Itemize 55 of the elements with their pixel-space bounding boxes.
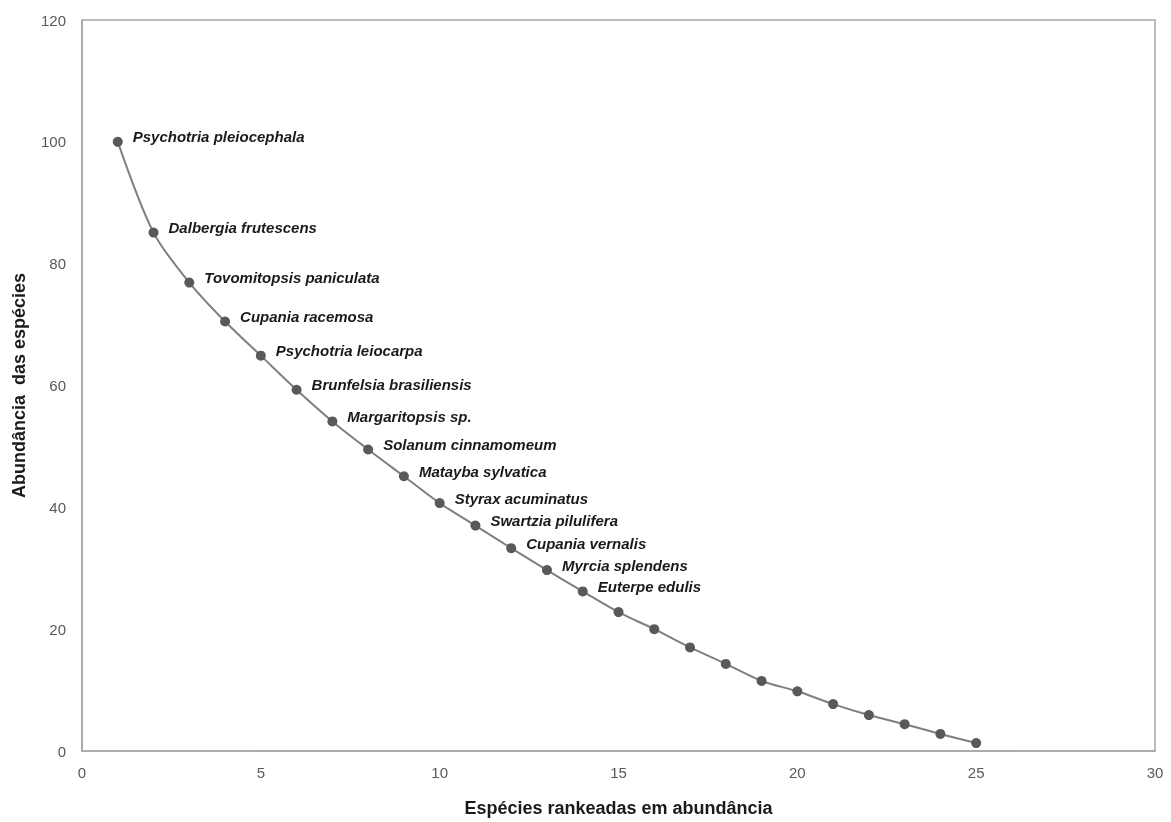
annotation: Matayba sylvatica: [418, 462, 547, 480]
point: [470, 520, 481, 531]
point: [363, 444, 374, 455]
point: [291, 384, 302, 395]
point: [756, 675, 767, 686]
x-axis-title: Espécies rankeadas em abundância: [464, 798, 774, 818]
point: [863, 710, 874, 721]
annotation: Brunfelsia brasiliensis: [311, 376, 472, 394]
annotation: Cupania vernalis: [526, 534, 647, 552]
x-tick-label: 30: [1146, 764, 1164, 781]
point: [148, 227, 159, 238]
annotation: Dalbergia frutescens: [168, 219, 317, 237]
point: [577, 586, 588, 597]
point: [220, 316, 231, 327]
annotation: Solanum cinnamomeum: [383, 435, 557, 453]
y-tick-label: 100: [40, 133, 66, 151]
annotation: Psychotria pleiocephala: [132, 128, 305, 146]
annotation: Margaritopsis sp.: [347, 407, 472, 425]
point: [828, 699, 839, 710]
x-tick-label: 5: [256, 764, 266, 781]
x-tick-label: 20: [788, 764, 806, 781]
point: [184, 277, 195, 288]
annotation: Myrcia splendens: [561, 556, 688, 574]
y-tick-label: 0: [57, 742, 66, 760]
y-tick-label: 80: [49, 255, 66, 273]
point: [398, 471, 409, 482]
y-tick-label: 20: [49, 620, 66, 638]
point: [899, 719, 910, 730]
x-tick-label: 15: [610, 764, 627, 781]
y-tick-label: 60: [49, 377, 66, 394]
y-tick-label: 120: [40, 11, 66, 29]
point: [613, 607, 624, 618]
point: [327, 416, 338, 427]
x-tick-label: 0: [77, 764, 87, 781]
point: [434, 498, 445, 509]
y-tick-label: 40: [49, 498, 66, 516]
point: [649, 624, 660, 635]
point: [685, 642, 696, 653]
point: [971, 738, 982, 749]
point: [112, 136, 123, 147]
annotation: Swartzia pilulifera: [490, 512, 618, 530]
annotation: Tovomitopsis paniculata: [204, 269, 380, 287]
point: [506, 543, 517, 554]
point: [720, 658, 731, 669]
point: [792, 686, 803, 697]
annotation: Psychotria leiocarpa: [275, 342, 423, 360]
x-tick-label: 10: [431, 764, 449, 781]
y-axis-title: Abundância das espécies: [9, 272, 29, 499]
point: [935, 728, 946, 739]
annotation: Cupania racemosa: [240, 308, 374, 326]
annotation: Styrax acuminatus: [454, 489, 589, 507]
point: [541, 565, 552, 576]
point: [255, 350, 266, 361]
x-tick-label: 25: [967, 764, 985, 781]
annotation: Euterpe edulis: [597, 577, 702, 595]
